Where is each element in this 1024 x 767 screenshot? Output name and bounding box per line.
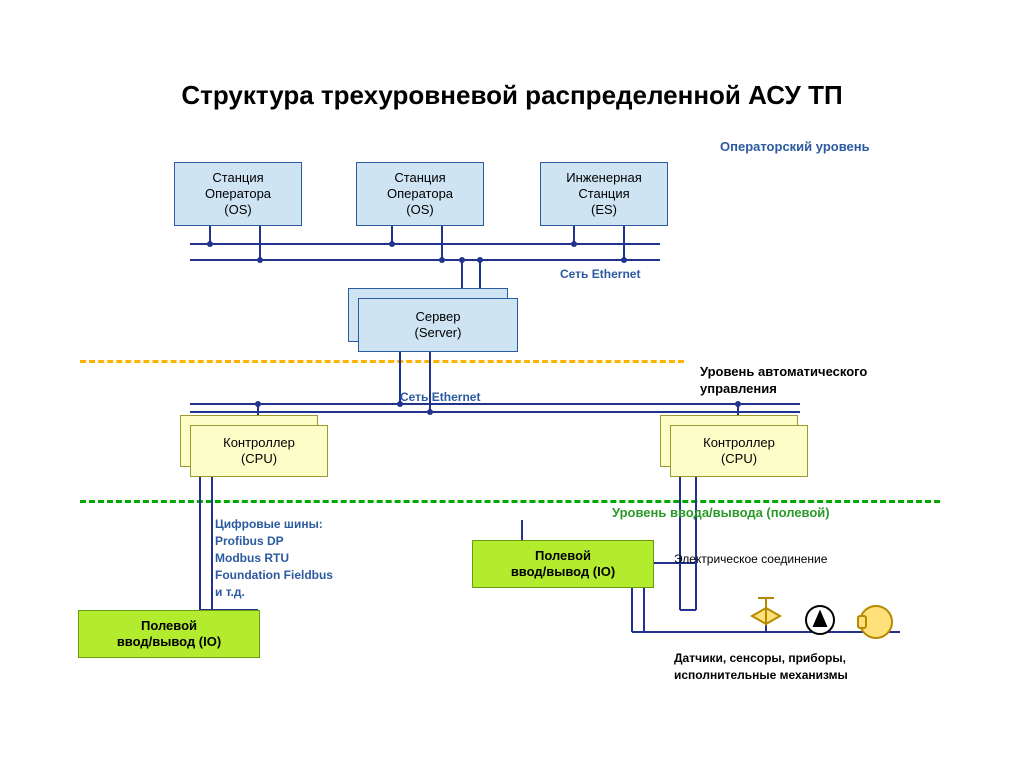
label-level-operator: Операторский уровень xyxy=(720,139,870,154)
node-io-r-l1: Полевой xyxy=(473,548,653,564)
node-io-l-l2: ввод/вывод (IO) xyxy=(79,634,259,650)
node-server-l2: (Server) xyxy=(359,325,517,341)
label-bus-4: и т.д. xyxy=(215,585,245,599)
label-bus-1: Profibus DP xyxy=(215,534,284,548)
label-ethernet-mid: Сеть Ethernet xyxy=(400,390,480,404)
label-bus-title: Цифровые шины: xyxy=(215,517,323,531)
node-io-l: Полевой ввод/вывод (IO) xyxy=(78,610,260,658)
page-title: Структура трехуровневой распределенной А… xyxy=(80,80,944,111)
node-es: Инженерная Станция (ES) xyxy=(540,162,668,226)
node-os1: Станция Оператора (OS) xyxy=(174,162,302,226)
motor-icon xyxy=(858,606,892,638)
divider-auto-io xyxy=(80,500,940,503)
node-cpu-r-l1: Контроллер xyxy=(671,435,807,451)
label-bus-3: Foundation Fieldbus xyxy=(215,568,333,582)
label-ethernet-top: Сеть Ethernet xyxy=(560,267,640,281)
label-bus-2: Modbus RTU xyxy=(215,551,289,565)
node-os2: Станция Оператора (OS) xyxy=(356,162,484,226)
node-server-l1: Сервер xyxy=(359,309,517,325)
node-cpu-r-front: Контроллер (CPU) xyxy=(670,425,808,477)
pump-icon xyxy=(806,606,834,634)
label-level-io: Уровень ввода/вывода (полевой) xyxy=(612,505,830,520)
label-devices-2: исполнительные механизмы xyxy=(674,668,848,682)
node-io-l-l1: Полевой xyxy=(79,618,259,634)
node-cpu-l-l1: Контроллер xyxy=(191,435,327,451)
node-cpu-l-front: Контроллер (CPU) xyxy=(190,425,328,477)
node-os1-l2: Оператора xyxy=(175,186,301,202)
diagram-canvas: Структура трехуровневой распределенной А… xyxy=(0,0,1024,767)
node-cpu-r-l2: (CPU) xyxy=(671,451,807,467)
node-server-front: Сервер (Server) xyxy=(358,298,518,352)
node-os1-l3: (OS) xyxy=(175,202,301,218)
label-devices-1: Датчики, сенсоры, приборы, xyxy=(674,651,846,665)
valve-icon xyxy=(752,598,780,624)
node-os2-l3: (OS) xyxy=(357,202,483,218)
node-es-l2: Станция xyxy=(541,186,667,202)
node-io-r: Полевой ввод/вывод (IO) xyxy=(472,540,654,588)
node-os2-l2: Оператора xyxy=(357,186,483,202)
node-es-l3: (ES) xyxy=(541,202,667,218)
divider-operator-auto xyxy=(80,360,684,363)
node-os1-l1: Станция xyxy=(175,170,301,186)
label-electrical: Электрическое соединение xyxy=(674,552,827,566)
node-os2-l1: Станция xyxy=(357,170,483,186)
node-io-r-l2: ввод/вывод (IO) xyxy=(473,564,653,580)
label-level-auto-2: управления xyxy=(700,381,777,396)
node-cpu-l-l2: (CPU) xyxy=(191,451,327,467)
node-es-l1: Инженерная xyxy=(541,170,667,186)
label-level-auto-1: Уровень автоматического xyxy=(700,364,867,379)
